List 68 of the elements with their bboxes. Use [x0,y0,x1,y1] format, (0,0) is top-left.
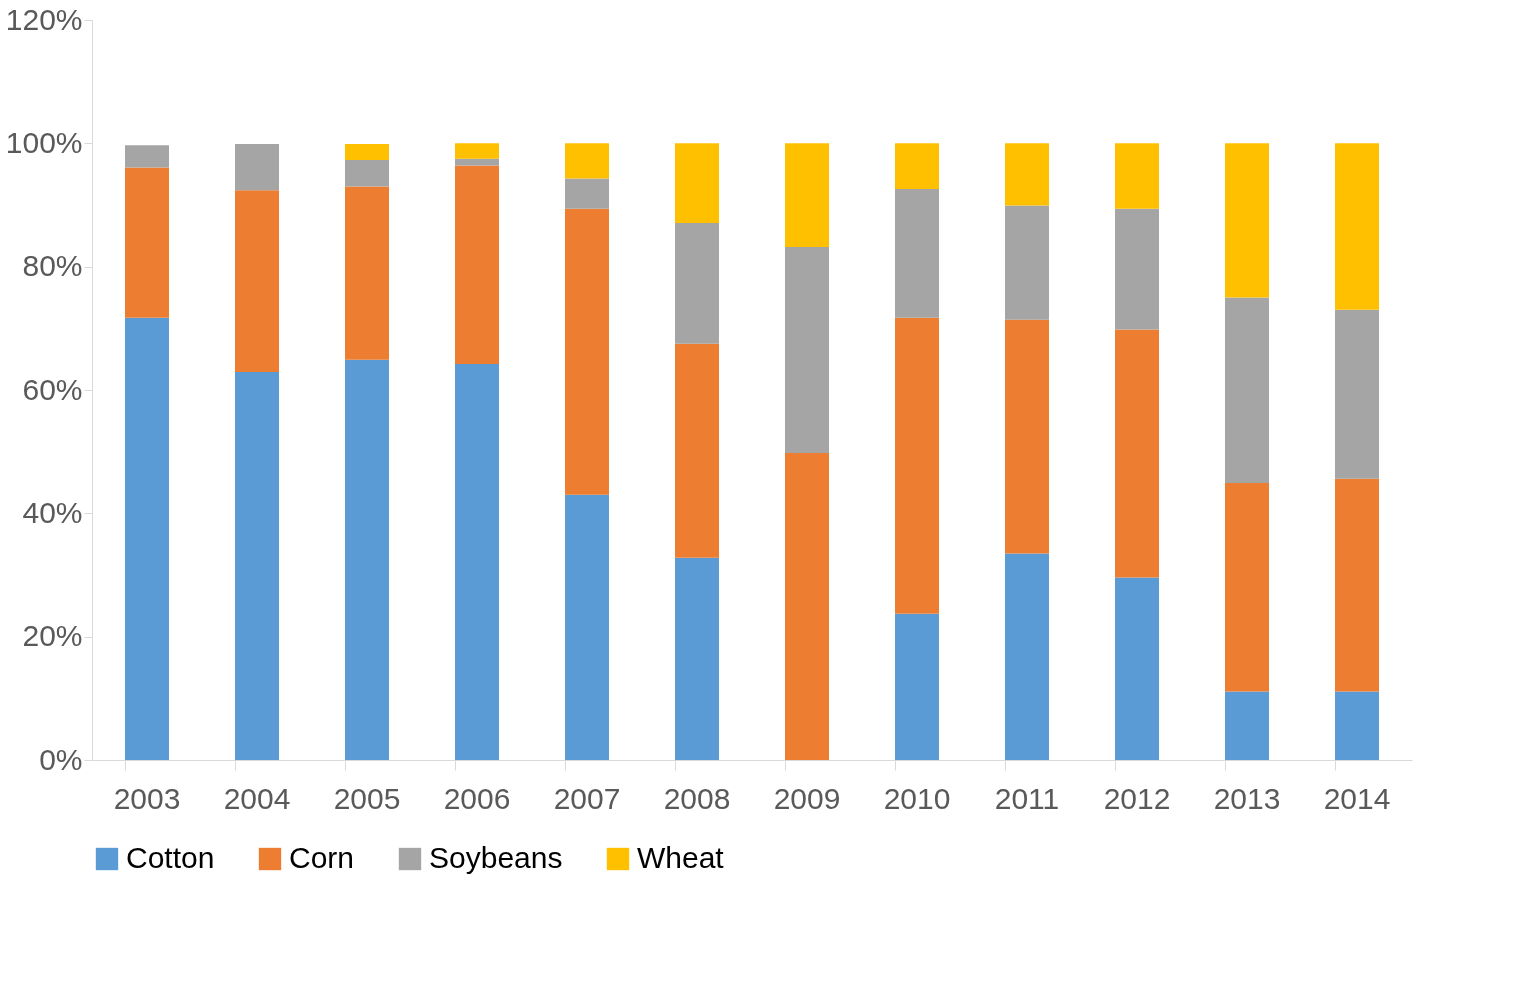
x-tick-label: 2014 [1323,781,1391,815]
bar [895,143,939,189]
bar [125,167,169,318]
bar [1335,691,1379,760]
bar [455,364,499,760]
y-tick-label: 120% [5,2,83,36]
legend-label: Cotton [126,841,215,874]
bar [1005,319,1049,554]
x-tick-label: 2006 [443,781,511,815]
y-tick-label: 60% [22,372,83,406]
bar [455,158,499,166]
x-tick-label: 2011 [994,781,1060,815]
x-tick-label: 2005 [333,781,401,815]
y-tick-label: 80% [22,249,83,283]
bar [125,317,169,760]
y-tick-label: 40% [22,495,83,529]
bar [1005,143,1049,206]
bar [345,143,389,160]
bar [1335,478,1379,692]
bar [895,613,939,760]
y-tick-label: 0% [39,742,83,776]
bar [565,494,609,760]
legend-label: Wheat [637,841,725,874]
bar [455,165,499,365]
bar [785,143,829,247]
y-tick-label: 20% [22,619,83,653]
bar [1335,143,1379,310]
bar [1005,553,1049,760]
bar [125,145,169,168]
bar [235,190,279,373]
bar [565,143,609,179]
bar [1225,691,1269,760]
bar [675,343,719,558]
x-tick-label: 2009 [773,781,841,815]
bar [675,143,719,223]
bar [1115,577,1159,760]
bar [1005,205,1049,320]
bar [1115,208,1159,330]
legend-label: Soybeans [429,841,563,874]
x-tick-label: 2013 [1213,781,1281,815]
x-tick-label: 2004 [223,781,291,815]
bar [675,557,719,760]
x-tick-label: 2010 [883,781,951,815]
bar [785,452,829,760]
bar [1115,143,1159,209]
x-tick-label: 2012 [1103,781,1171,815]
bar [235,143,279,191]
bar [1115,329,1159,578]
x-tick-label: 2007 [553,781,621,815]
bar [1225,143,1269,298]
bar [345,359,389,760]
legend-label: Corn [289,841,355,874]
x-tick-label: 2003 [113,781,181,815]
bar [345,159,389,187]
bar [895,188,939,318]
bar [565,208,609,495]
bar [895,317,939,614]
bar [455,143,499,159]
bar [1225,297,1269,484]
bar [675,222,719,344]
bar [345,186,389,360]
bar [565,178,609,209]
bar [785,246,829,453]
bar [1335,309,1379,479]
x-tick-label: 2008 [663,781,731,815]
y-tick-label: 100% [5,125,83,159]
bar [235,372,279,760]
bar [1225,483,1269,692]
